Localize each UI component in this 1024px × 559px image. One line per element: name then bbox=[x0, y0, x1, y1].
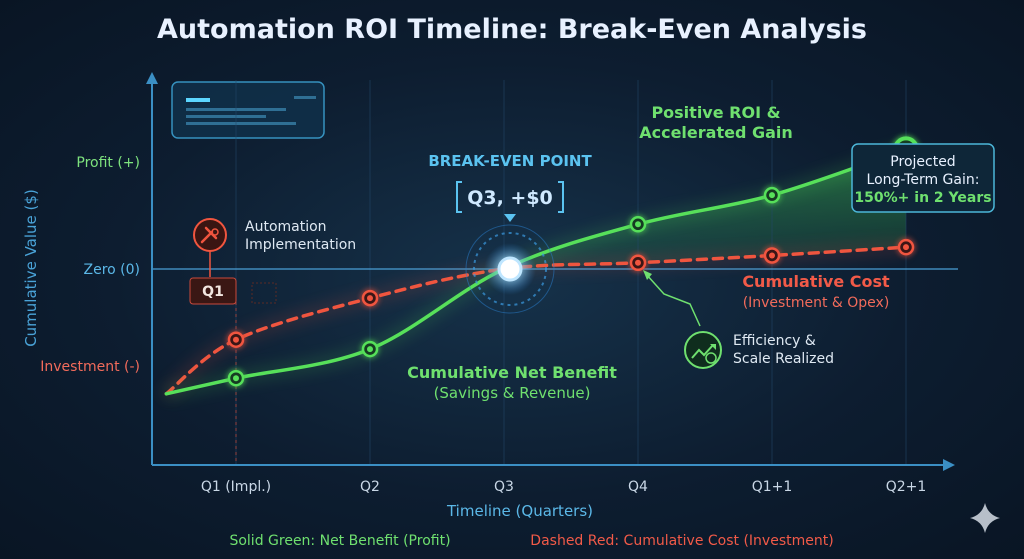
x-axis-label: Timeline (Quarters) bbox=[446, 502, 593, 520]
cumulative-cost-point-core bbox=[367, 295, 373, 302]
y-tick-profit: Profit (+) bbox=[76, 155, 140, 171]
x-ticks: Q1 (Impl.) Q2 Q3 Q4 Q1+1 Q2+1 bbox=[201, 479, 926, 495]
net-benefit-point-core bbox=[367, 346, 373, 353]
automation-label-2: Implementation bbox=[245, 237, 356, 253]
legend-green: Solid Green: Net Benefit (Profit) bbox=[229, 533, 450, 549]
area-fills bbox=[504, 149, 906, 269]
net-benefit-title: Cumulative Net Benefit bbox=[407, 363, 617, 382]
q1-tag-label: Q1 bbox=[202, 284, 224, 300]
y-axis-label: Cumulative Value ($) bbox=[22, 189, 40, 347]
cost-title: Cumulative Cost bbox=[742, 272, 890, 291]
automation-label-1: Automation bbox=[245, 219, 327, 235]
cumulative-cost-point-core bbox=[233, 336, 239, 343]
break-even-value: Q3, +$0 bbox=[467, 187, 553, 209]
projected-gain-label-3: 150%+ in 2 Years bbox=[854, 190, 991, 206]
projected-gain-label-2: Long-Term Gain: bbox=[867, 172, 980, 188]
net-benefit-point-core bbox=[233, 375, 239, 382]
net-benefit-sub: (Savings & Revenue) bbox=[434, 384, 591, 402]
cumulative-cost-point-core bbox=[769, 252, 775, 259]
monitor-icon bbox=[171, 81, 325, 139]
break-even-label: BREAK-EVEN POINT bbox=[428, 152, 592, 170]
net-benefit-point-core bbox=[635, 221, 641, 228]
axes bbox=[146, 72, 955, 471]
wrench-gear-icon bbox=[193, 218, 227, 252]
x-tick-label: Q2 bbox=[360, 479, 380, 495]
efficiency-pointer bbox=[645, 273, 701, 327]
legend-red: Dashed Red: Cumulative Cost (Investment) bbox=[530, 533, 833, 549]
x-tick-label: Q2+1 bbox=[886, 479, 927, 495]
sparkle-icon bbox=[970, 503, 1000, 533]
y-tick-zero: Zero (0) bbox=[84, 262, 141, 278]
x-tick-label: Q1+1 bbox=[752, 479, 793, 495]
q1-tag: Q1 bbox=[189, 277, 237, 305]
growth-dollar-icon bbox=[684, 331, 722, 369]
y-tick-investment: Investment (-) bbox=[40, 359, 140, 375]
positive-roi-label-1: Positive ROI & bbox=[651, 103, 780, 122]
break-even-marker bbox=[465, 224, 555, 314]
chart-title: Automation ROI Timeline: Break-Even Anal… bbox=[157, 14, 867, 45]
net-benefit-point-core bbox=[769, 192, 775, 199]
x-tick-label: Q4 bbox=[628, 479, 648, 495]
positive-roi-label-2: Accelerated Gain bbox=[639, 123, 793, 142]
cumulative-cost-point-core bbox=[635, 259, 641, 266]
grid-lines bbox=[152, 80, 958, 465]
cumulative-cost-point-core bbox=[903, 244, 909, 251]
cost-sub: (Investment & Opex) bbox=[743, 295, 890, 311]
break-even-value-box: Q3, +$0 bbox=[456, 181, 564, 222]
x-tick-label: Q3 bbox=[494, 479, 514, 495]
projected-gain-box: Projected Long-Term Gain: 150%+ in 2 Yea… bbox=[851, 143, 995, 213]
efficiency-label-1: Efficiency & bbox=[733, 333, 816, 349]
projected-gain-label-1: Projected bbox=[890, 154, 955, 170]
profit-area bbox=[504, 149, 906, 269]
efficiency-label-2: Scale Realized bbox=[733, 351, 834, 367]
x-tick-label: Q1 (Impl.) bbox=[201, 479, 271, 495]
